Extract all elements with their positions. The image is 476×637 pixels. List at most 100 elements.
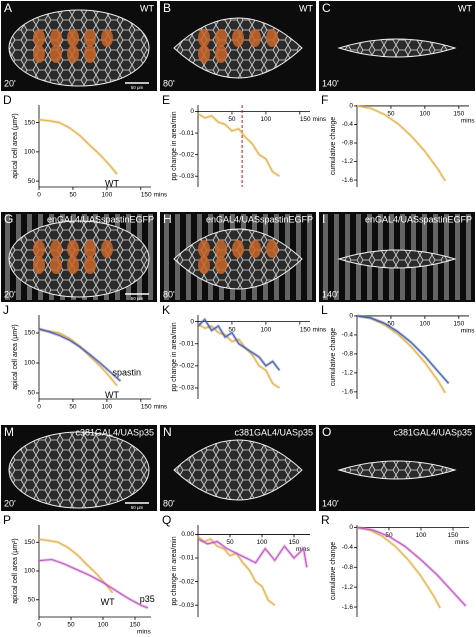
y-tick-label: -0.4: [342, 332, 354, 339]
y-tick-label: -0.4: [342, 544, 354, 551]
tracked-cell: [198, 240, 210, 258]
data-band: [38, 328, 119, 387]
tracked-cell: [50, 29, 62, 47]
panel-letter: L: [321, 303, 328, 317]
x-tick-label: 50: [228, 326, 236, 333]
panel-letter: K: [162, 303, 170, 317]
tracked-cell: [198, 45, 210, 63]
data-line: [197, 113, 280, 177]
x-axis-label: mins: [137, 629, 151, 636]
time-label: 80': [163, 78, 175, 88]
genotype-label: WT: [458, 3, 472, 13]
genotype-label: enGAL4/UASspastinEGFP: [206, 214, 313, 224]
scale-label: 50 μm: [131, 296, 144, 301]
y-axis-label: apical cell area (μm²): [12, 324, 19, 390]
series-label: WT: [105, 178, 119, 188]
genotype-label: enGAL4/UASspastinEGFP: [365, 214, 472, 224]
x-tick-label: 150 mins: [300, 116, 327, 123]
tracked-cell: [266, 240, 278, 258]
tracked-cell: [84, 240, 96, 258]
tracked-cell: [101, 29, 113, 47]
panel-letter: Q: [162, 513, 171, 527]
data-band: [197, 535, 276, 607]
x-tick-label: 0: [37, 622, 41, 629]
data-line: [356, 105, 446, 182]
tissue: [8, 220, 150, 298]
x-tick-label: 100: [101, 192, 112, 199]
tracked-cell: [232, 29, 244, 47]
time-label: 140': [322, 498, 339, 508]
y-tick-label: -1.2: [342, 584, 354, 591]
tracked-cell: [67, 29, 79, 47]
data-line: [356, 315, 446, 394]
x-axis-label: mins: [461, 328, 475, 335]
tracked-cell: [50, 45, 62, 63]
data-band: [38, 118, 119, 176]
data-line: [197, 323, 280, 389]
stripe: [148, 214, 153, 300]
y-tick-label: 50: [28, 178, 36, 185]
data-line: [197, 536, 276, 606]
y-tick-label: 150: [24, 330, 35, 337]
stripe: [307, 214, 312, 300]
data-line: [38, 329, 118, 387]
data-line: [38, 328, 121, 382]
panel-letter: A: [4, 1, 12, 15]
tracked-cell: [215, 240, 227, 258]
y-tick-label: -0.03: [179, 173, 194, 180]
data-line: [197, 538, 308, 568]
y-tick-label: -0.8: [342, 140, 354, 147]
y-tick-label: -1.6: [342, 389, 354, 396]
y-tick-label: 0: [190, 108, 194, 115]
y-tick-label: -0.01: [179, 130, 194, 137]
tissue: [337, 249, 457, 269]
tracked-cell: [249, 240, 261, 258]
tracked-cell: [67, 256, 79, 274]
panel-letter: D: [3, 93, 12, 107]
stripe: [5, 214, 10, 300]
x-tick-label: 150: [130, 622, 141, 629]
scale-label: 50 μm: [131, 85, 144, 90]
tracked-cell: [198, 256, 210, 274]
series-label: p35: [140, 594, 155, 604]
x-tick-label: 100: [260, 326, 271, 333]
y-tick-label: 0.00: [181, 531, 194, 538]
x-tick-label: 150 mins: [141, 192, 168, 199]
tracked-cell: [84, 45, 96, 63]
x-tick-label: 150: [448, 532, 459, 539]
panel-letter: F: [321, 93, 328, 107]
x-tick-label: 100: [419, 111, 430, 118]
data-line: [356, 315, 450, 384]
panel-letter: I: [322, 212, 325, 226]
time-label: 140': [322, 289, 339, 299]
data-line: [356, 526, 441, 609]
tracked-cell: [215, 29, 227, 47]
tracked-cell: [215, 45, 227, 63]
y-tick-label: -0.01: [179, 340, 194, 347]
data-line: [38, 558, 148, 609]
tissue: [337, 460, 457, 480]
tissue: [8, 9, 150, 87]
y-tick-label: -1.2: [342, 370, 354, 377]
x-tick-label: 50: [67, 622, 75, 629]
series-label: spastin: [112, 367, 141, 377]
y-tick-label: -0.03: [179, 602, 194, 609]
genotype-label: WT: [140, 3, 154, 13]
scale-label: 50 μm: [131, 505, 144, 510]
y-tick-label: 150: [24, 119, 35, 126]
genotype-label: c381GAL4/UASp35: [393, 427, 472, 437]
tissue: [337, 38, 457, 58]
y-tick-label: -1.2: [342, 158, 354, 165]
tracked-cell: [84, 29, 96, 47]
y-tick-label: -0.02: [179, 578, 194, 585]
x-tick-label: 50: [387, 321, 395, 328]
y-tick-label: 0: [349, 524, 353, 531]
y-axis-label: pp change in area/min: [171, 322, 178, 391]
y-tick-label: 0: [349, 313, 353, 320]
x-tick-label: 50: [385, 532, 393, 539]
x-tick-label: 0: [37, 192, 41, 199]
y-axis-label: cumulative change: [330, 328, 337, 386]
tracked-cell: [266, 29, 278, 47]
panel-letter: M: [4, 425, 14, 439]
